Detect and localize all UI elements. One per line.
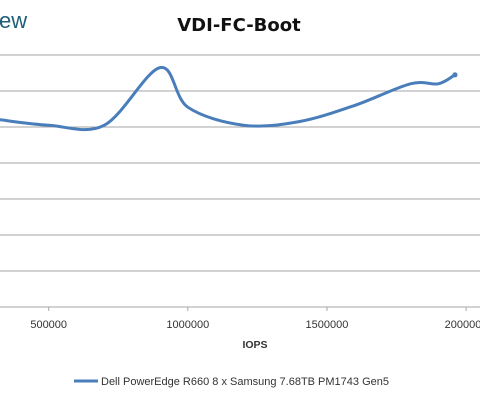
series-end-marker (452, 72, 458, 78)
gridlines (0, 54, 480, 272)
x-axis-label: IOPS (242, 339, 267, 351)
partial-header-text: ew (0, 8, 27, 33)
chart-title: VDI-FC-Boot (177, 15, 301, 36)
legend-series-label: Dell PowerEdge R660 8 x Samsung 7.68TB P… (101, 376, 389, 388)
x-tick-label-0: 500000 (30, 319, 67, 331)
x-tick-label-3: 2000000 (445, 319, 480, 331)
x-ticks: 500000 1000000 1500000 2000000 (30, 307, 480, 331)
x-tick-label-2: 1500000 (306, 319, 349, 331)
x-tick-label-1: 1000000 (166, 319, 209, 331)
series-line-dell-poweredge-r660 (0, 66, 457, 132)
